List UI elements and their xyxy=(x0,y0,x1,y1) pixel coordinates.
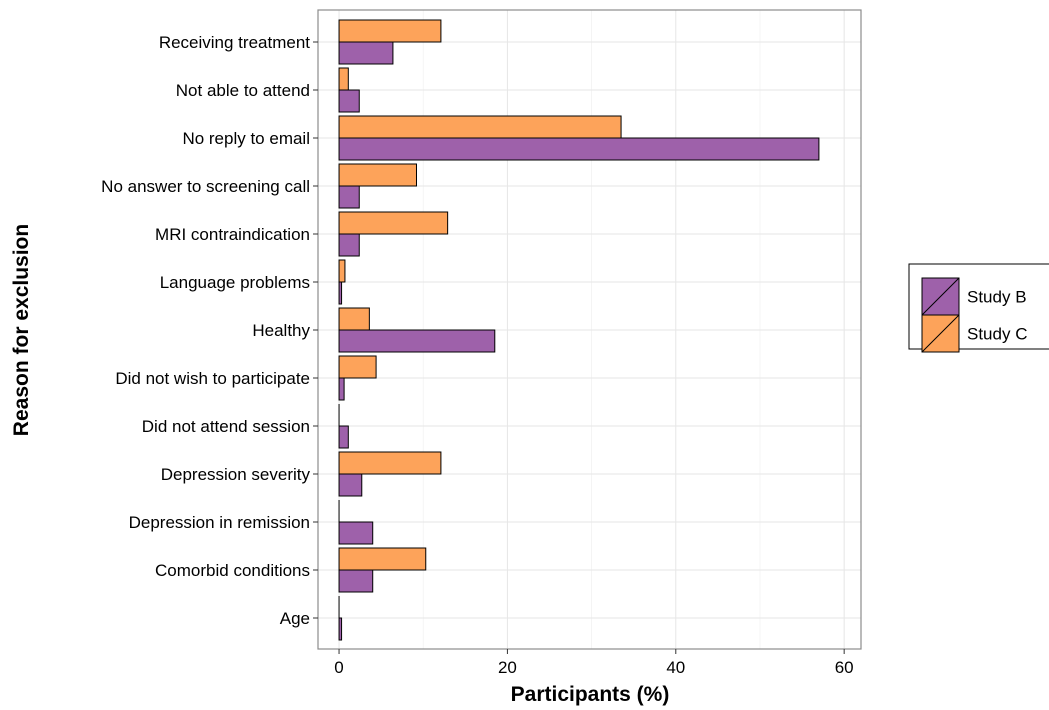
y-tick-label: Did not attend session xyxy=(142,417,310,436)
bar-study-c xyxy=(338,547,427,571)
bar-study-b xyxy=(338,281,343,305)
x-tick-label: 40 xyxy=(666,658,685,677)
y-tick-label: Depression in remission xyxy=(129,513,310,532)
legend-key-slash xyxy=(921,314,960,353)
bar-study-b xyxy=(338,569,374,593)
bar-study-b xyxy=(338,617,343,641)
y-tick-label: Age xyxy=(280,609,310,628)
x-axis: 0 20 40 60 xyxy=(334,649,854,677)
bar-study-b xyxy=(338,521,374,545)
x-tick-label: 60 xyxy=(835,658,854,677)
y-tick-label: Did not wish to participate xyxy=(115,369,310,388)
legend-key-slash xyxy=(921,277,960,316)
y-tick-label: MRI contraindication xyxy=(155,225,310,244)
bar-study-c xyxy=(338,259,346,283)
bar-study-b xyxy=(338,41,394,65)
x-axis-title: Participants (%) xyxy=(511,683,670,706)
bar-study-b xyxy=(338,137,820,161)
bar-study-b xyxy=(338,89,360,113)
y-tick-label: Language problems xyxy=(160,273,310,292)
bar-study-c xyxy=(338,115,622,139)
y-tick-label: Not able to attend xyxy=(176,81,310,100)
bar-study-b xyxy=(338,185,360,209)
y-tick-label: Healthy xyxy=(252,321,310,340)
bar-study-c xyxy=(338,307,370,331)
bar-study-b xyxy=(338,329,496,353)
y-tick-label: Receiving treatment xyxy=(159,33,310,52)
bars xyxy=(338,19,820,641)
bar-study-b xyxy=(338,233,360,257)
bar-study-b xyxy=(338,425,349,449)
y-tick-label: Depression severity xyxy=(161,465,311,484)
bar-study-c xyxy=(338,355,377,379)
bar-study-c xyxy=(338,211,449,235)
bar-study-c xyxy=(338,19,442,43)
x-tick-label: 20 xyxy=(498,658,517,677)
y-tick-label: Comorbid conditions xyxy=(155,561,310,580)
bar-study-c xyxy=(338,67,349,91)
bar-study-b xyxy=(338,473,363,497)
bar-study-c xyxy=(338,451,442,475)
x-tick-label: 0 xyxy=(334,658,343,677)
bar-study-b xyxy=(338,377,345,401)
y-tick-label: No reply to email xyxy=(182,129,310,148)
legend: Study B Study C xyxy=(908,263,1049,353)
legend-label-study-c: Study C xyxy=(967,325,1027,344)
bar-study-c xyxy=(338,163,417,187)
y-axis: Receiving treatment Not able to attend No … xyxy=(101,33,318,628)
y-axis-title: Reason for exclusion xyxy=(10,224,33,436)
y-tick-label: No answer to screening call xyxy=(101,177,310,196)
legend-label-study-b: Study B xyxy=(967,288,1027,307)
